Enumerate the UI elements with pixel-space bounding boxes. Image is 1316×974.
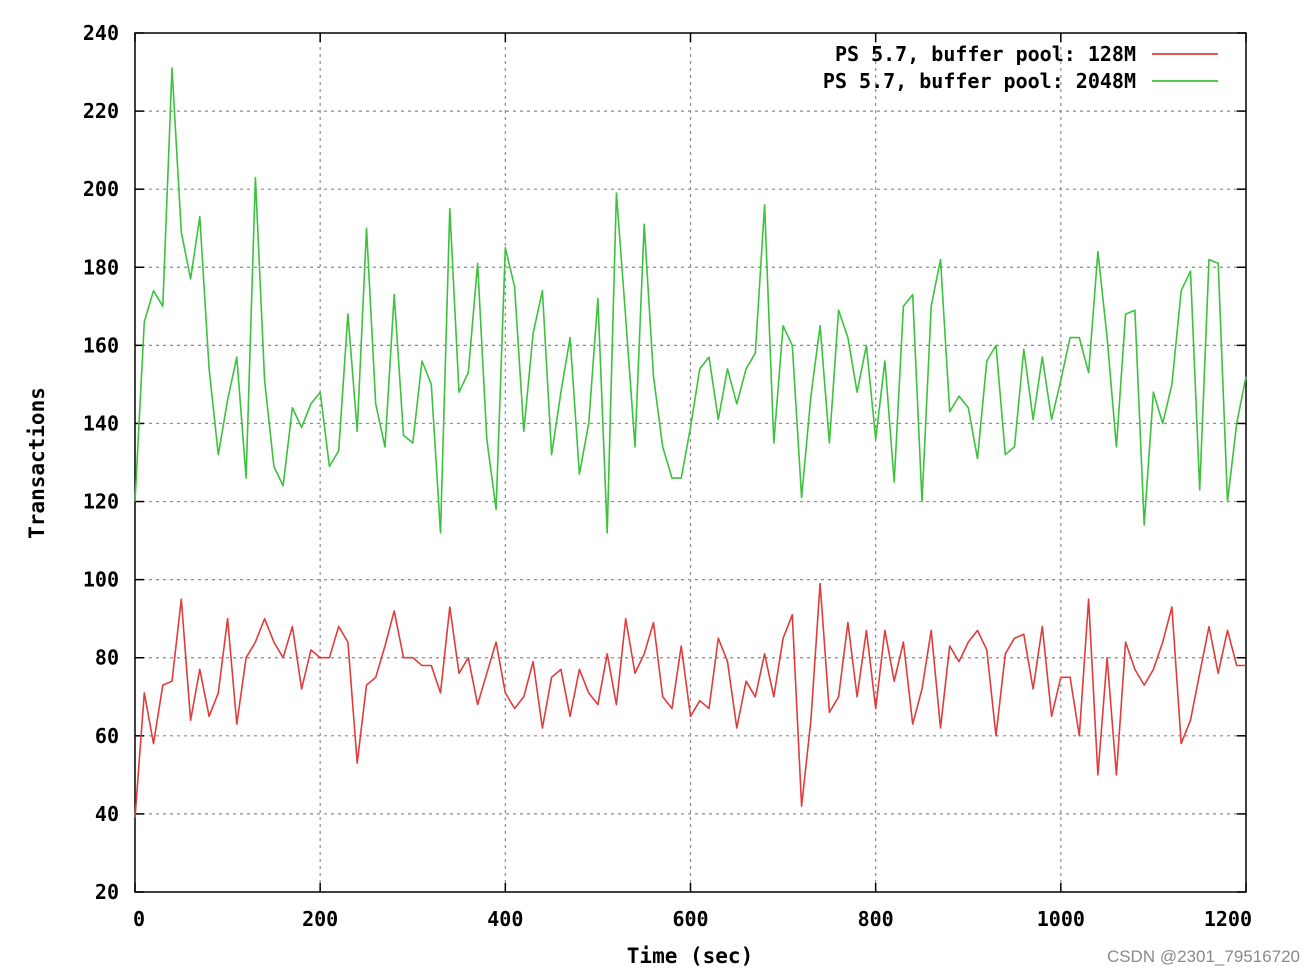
- series-line-1: [134, 582, 1246, 818]
- x-tick-label-1200: 1200: [1204, 907, 1252, 931]
- y-tick-label-220: 220: [83, 99, 119, 123]
- y-tick-label-40: 40: [95, 802, 119, 826]
- y-tick-label-120: 120: [83, 490, 119, 514]
- x-tick-label-600: 600: [672, 907, 708, 931]
- legend-label-2: PS 5.7, buffer pool: 2048M: [823, 69, 1136, 93]
- y-tick-label-180: 180: [83, 255, 119, 279]
- y-tick-label-100: 100: [83, 568, 119, 592]
- x-tick-label-200: 200: [302, 907, 338, 931]
- series-lines: [134, 67, 1247, 818]
- x-tick-label-400: 400: [487, 907, 523, 931]
- legend: PS 5.7, buffer pool: 128M PS 5.7, buffer …: [823, 42, 1218, 93]
- y-tick-label-240: 240: [83, 21, 119, 45]
- x-tick-label-1000: 1000: [1037, 907, 1085, 931]
- y-tick-label-140: 140: [83, 411, 119, 435]
- y-tick-label-80: 80: [95, 646, 119, 670]
- x-axis-label: Time (sec): [627, 944, 753, 968]
- grid-lines: [135, 33, 1246, 892]
- legend-label-1: PS 5.7, buffer pool: 128M: [835, 42, 1136, 66]
- y-axis-label: Transactions: [25, 387, 49, 539]
- x-tick-label-800: 800: [858, 907, 894, 931]
- y-tick-label-160: 160: [83, 333, 119, 357]
- series-line-2: [134, 67, 1247, 534]
- y-tick-label-200: 200: [83, 177, 119, 201]
- x-tick-label-0: 0: [133, 907, 145, 931]
- watermark: CSDN @2301_79516720: [1107, 947, 1300, 966]
- y-tick-label-20: 20: [95, 880, 119, 904]
- y-tick-label-60: 60: [95, 724, 119, 748]
- axis-ticks: 0 200 400 600 800 1000 1200 20 40 60 80 100 120 140 16…: [83, 21, 1252, 931]
